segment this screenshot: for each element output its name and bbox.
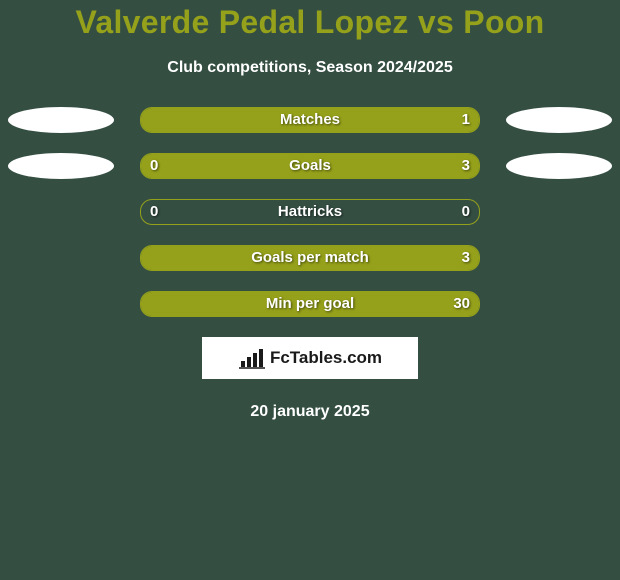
stat-rows: Matches1Goals03Hattricks00Goals per matc… — [0, 107, 620, 317]
bar-chart-icon — [238, 347, 266, 369]
stat-value-right: 1 — [462, 107, 470, 133]
stat-row: Goals0 3 — [0, 153, 620, 179]
stat-row: Matches1 — [0, 107, 620, 133]
subtitle: Club competitions, Season 2024/2025 — [0, 59, 620, 77]
stat-value-left: 0 — [150, 153, 158, 179]
player-left-ellipse — [8, 107, 114, 133]
stat-value-right: 3 — [462, 245, 470, 271]
player-right-ellipse — [506, 107, 612, 133]
stat-label: Matches — [140, 107, 480, 133]
stat-value-right: 0 — [462, 199, 470, 225]
stat-label: Goals per match — [140, 245, 480, 271]
stat-label: Min per goal — [140, 291, 480, 317]
date-text: 20 january 2025 — [0, 403, 620, 421]
stat-label: Hattricks — [140, 199, 480, 225]
player-right-ellipse — [506, 153, 612, 179]
player-left-ellipse — [8, 153, 114, 179]
page-title: Valverde Pedal Lopez vs Poon — [0, 4, 620, 41]
stat-value-right: 3 — [462, 153, 470, 179]
stat-value-right: 30 — [453, 291, 470, 317]
comparison-infographic: Valverde Pedal Lopez vs Poon Club compet… — [0, 0, 620, 580]
branding-text: FcTables.com — [270, 348, 382, 368]
stat-row: Goals per match3 — [0, 245, 620, 271]
branding-box: FcTables.com — [202, 337, 418, 379]
stat-row: Min per goal30 — [0, 291, 620, 317]
stat-row: Hattricks0 0 — [0, 199, 620, 225]
stat-value-left: 0 — [150, 199, 158, 225]
stat-label: Goals — [140, 153, 480, 179]
